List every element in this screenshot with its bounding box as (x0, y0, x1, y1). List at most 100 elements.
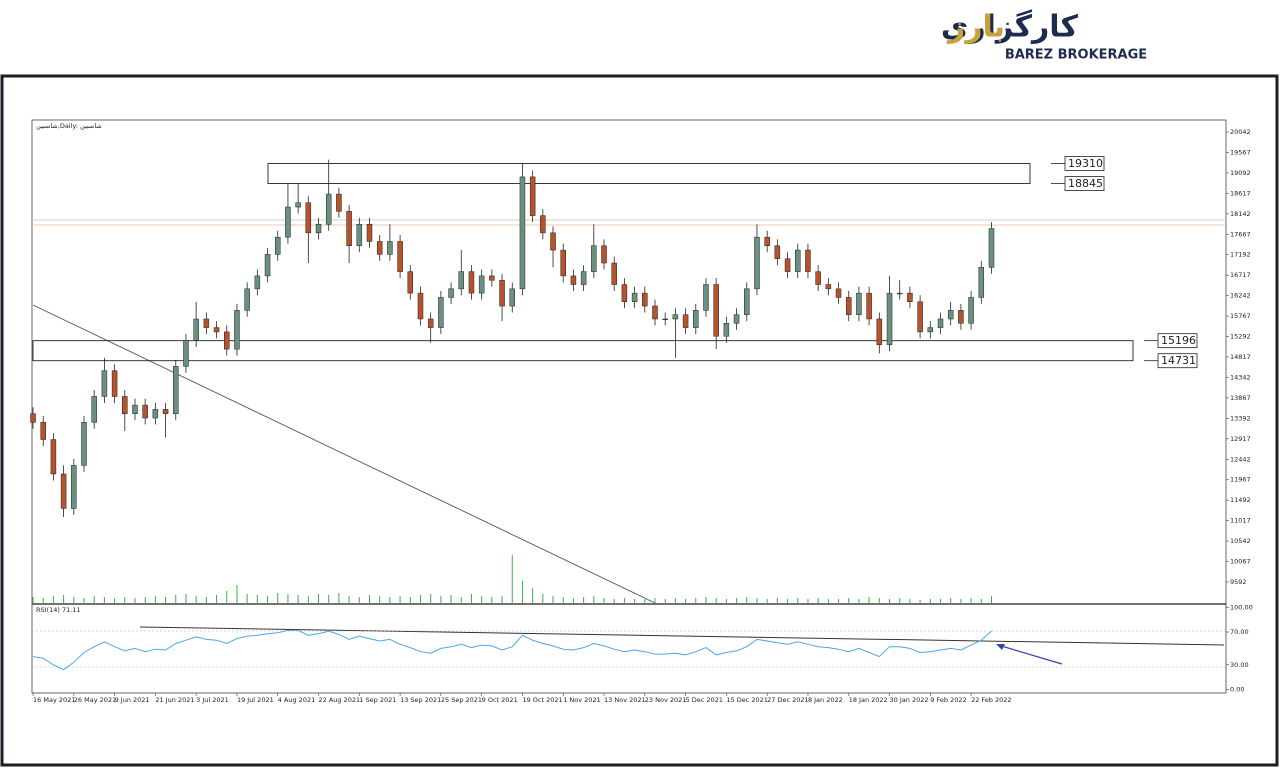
candle-body (132, 404, 138, 414)
candle-body (407, 271, 414, 294)
y-tick-label: 19092 (1230, 169, 1251, 177)
candle-body (764, 236, 770, 247)
x-tick-label: 16 May 2021 (33, 696, 75, 704)
candle-body (631, 292, 638, 303)
candle-body (856, 292, 862, 315)
candle-body (784, 258, 791, 272)
level-label: 18845 (1068, 177, 1103, 190)
candle-body (50, 439, 57, 475)
candle-body (71, 465, 77, 509)
x-tick-label: 19 Jul 2021 (237, 696, 274, 704)
x-tick-label: 18 Jan 2022 (849, 696, 888, 704)
x-tick-label: 22 Feb 2022 (971, 696, 1011, 704)
candle-body (438, 297, 444, 328)
level-box (1157, 353, 1198, 369)
candle-body (193, 318, 199, 341)
frame (0, 74, 1279, 767)
candle-body (560, 249, 566, 277)
candle-body (91, 396, 97, 423)
zone (32, 340, 1134, 362)
candle-body (907, 292, 913, 303)
candle-body (203, 318, 210, 328)
y-tick-label: 11017 (1230, 517, 1251, 525)
zone (267, 163, 1031, 185)
candle-body (621, 284, 628, 303)
candle-body (213, 327, 220, 333)
candle-body (40, 422, 46, 440)
x-tick-label: 21 Jun 2021 (155, 696, 194, 704)
y-tick-label: 14342 (1230, 373, 1251, 381)
candle-body (468, 271, 475, 294)
y-tick-label: 13867 (1230, 394, 1251, 402)
level-label: 15196 (1161, 334, 1196, 347)
x-tick-label: 13 Sep 2021 (400, 696, 441, 704)
candle-body (509, 288, 516, 307)
level-box (1064, 176, 1105, 191)
candle-body (30, 413, 36, 423)
candle-body (601, 245, 607, 264)
rsi-line (32, 629, 992, 671)
candle-body (774, 245, 781, 259)
x-tick-label: 5 Dec 2021 (686, 696, 723, 704)
candle-body (570, 275, 577, 285)
candle-body (866, 292, 872, 320)
x-tick-label: 9 Feb 2022 (930, 696, 966, 704)
logo-fa-1: کارگزاری (941, 9, 1079, 45)
candle-body (815, 271, 821, 285)
y-tick-label: 12917 (1230, 435, 1251, 443)
y-tick-label: 12442 (1230, 455, 1251, 463)
candle-body (591, 245, 597, 272)
level-box (1157, 333, 1198, 349)
candle-body (703, 284, 709, 311)
candle-body (978, 267, 985, 298)
candle-body (876, 318, 883, 346)
candle-body (427, 318, 434, 328)
candle-body (387, 241, 393, 255)
trend-line (32, 304, 656, 604)
candle-body (315, 223, 322, 234)
candle-body (795, 249, 801, 272)
candle-body (366, 223, 373, 242)
candle-body (356, 223, 363, 247)
candle-body (744, 288, 750, 315)
candle-body (397, 241, 403, 272)
chart-title: شاسبين,Daily: شاسبين (36, 122, 102, 130)
candle-body (988, 228, 995, 268)
candle-body (713, 284, 719, 337)
logo-en: BAREZ BROKERAGE (1005, 48, 1147, 63)
logo-fa-2: بارز (946, 10, 1005, 45)
y-tick-label: 15767 (1230, 312, 1251, 320)
y-tick-label: 17192 (1230, 251, 1251, 259)
candle-body (295, 202, 301, 208)
candle-body (173, 366, 179, 414)
candle-body (845, 297, 852, 315)
x-tick-label: 27 Dec 2021 (767, 696, 809, 704)
candle-body (580, 271, 587, 285)
y-tick-label: 16242 (1230, 292, 1251, 300)
x-tick-label: 4 Aug 2021 (278, 696, 316, 704)
rsi-trend-line (139, 626, 1225, 646)
candle-body (682, 314, 689, 328)
candle-body (346, 211, 352, 247)
candle-body (162, 409, 169, 414)
candle-body (927, 327, 934, 333)
x-tick-label: 25 Sep 2021 (441, 696, 482, 704)
y-tick-label: 18142 (1230, 210, 1251, 218)
x-tick-label: 9 Jun 2021 (115, 696, 150, 704)
candle-body (254, 275, 261, 290)
x-tick-label: 22 Aug 2021 (319, 696, 361, 704)
y-tick-label: 9592 (1230, 578, 1247, 586)
level-box (1064, 156, 1105, 171)
rsi-tick-label: 30.00 (1230, 661, 1249, 669)
candle-body (652, 305, 658, 320)
y-tick-label: 11967 (1230, 476, 1251, 484)
candle-body (448, 288, 454, 298)
y-tick-label: 10067 (1230, 558, 1251, 566)
rsi-tick-label: 100.00 (1230, 603, 1253, 611)
candle-body (305, 202, 312, 234)
candle-body (122, 396, 128, 414)
candle-body (642, 292, 648, 307)
x-tick-label: 13 Nov 2021 (604, 696, 646, 704)
candle-body (662, 318, 668, 321)
arrow (997, 644, 1063, 665)
